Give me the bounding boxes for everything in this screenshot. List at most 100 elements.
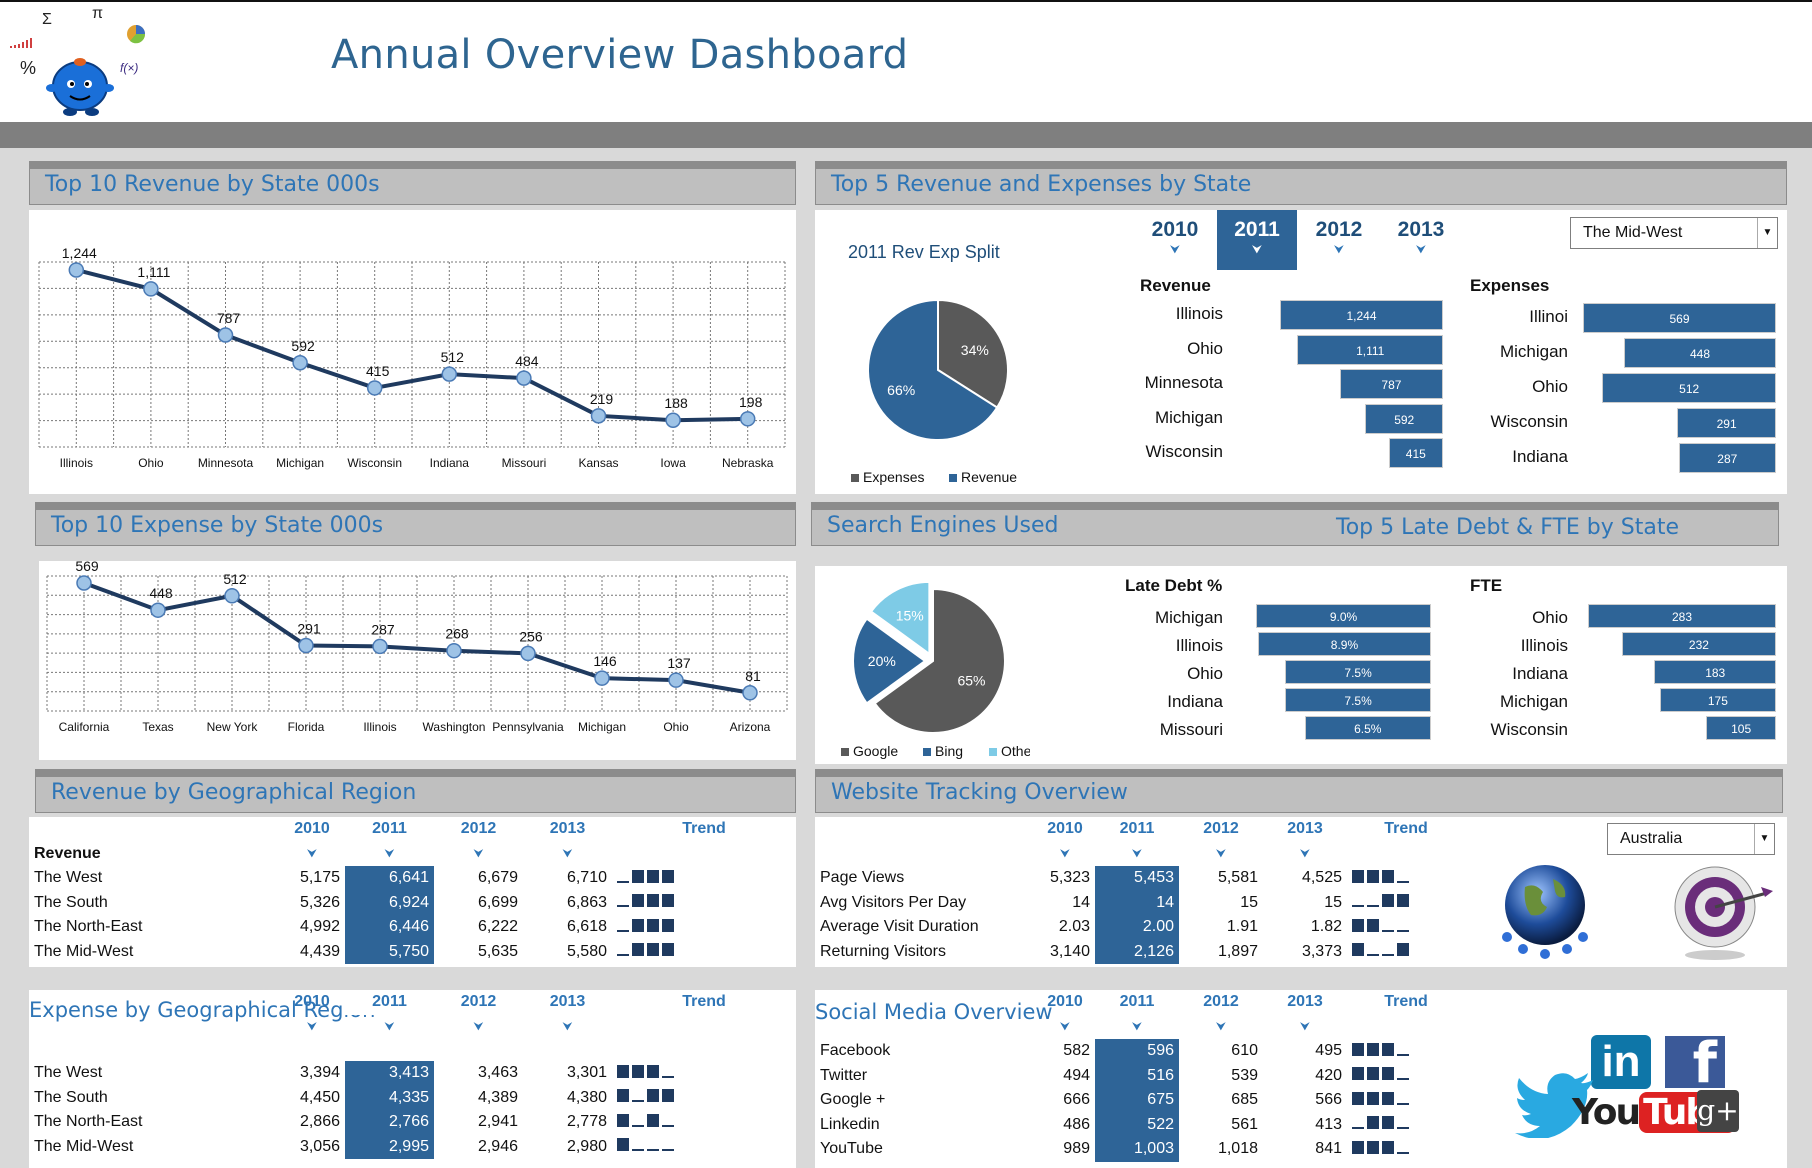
column-header[interactable]: 2012 — [460, 993, 497, 1011]
filter-arrow-icon[interactable]: ⮟ — [473, 1019, 484, 1034]
legend-item-bing: Bing — [923, 743, 963, 759]
chevron-down-icon[interactable]: ▼ — [1754, 824, 1774, 854]
bar-category-label: Ohio — [1532, 608, 1568, 627]
trend-cell — [1347, 915, 1465, 940]
column-header[interactable]: 2012 — [1203, 820, 1239, 838]
trend-cell — [1347, 1137, 1465, 1162]
value-cell: 14 — [1095, 890, 1179, 915]
bar: 1,244 — [1280, 300, 1443, 330]
filter-arrow-icon[interactable]: ⮟ — [1059, 846, 1071, 861]
expenses-subtitle: Expenses — [1470, 276, 1550, 295]
value-cell: 6,222 — [477, 918, 518, 936]
trend-cell — [612, 891, 796, 916]
series-line — [83, 581, 751, 695]
year-tab-2012[interactable]: 2012 ⮟ — [1299, 210, 1379, 270]
bar-category-label: Illinoi — [1529, 307, 1568, 326]
year-tab-2010[interactable]: 2010 ⮟ — [1135, 210, 1215, 270]
late-debt-heading: Top 5 Late Debt & FTE by State — [1336, 515, 1680, 540]
data-label: 268 — [445, 626, 469, 642]
value-cell: 15 — [1324, 893, 1342, 911]
pie-label: 66% — [887, 382, 915, 398]
chevron-down-icon[interactable]: ▼ — [1757, 218, 1777, 248]
column-header[interactable]: Trend — [682, 820, 726, 838]
value-cell: 4,992 — [299, 918, 340, 936]
header-band — [0, 122, 1812, 148]
column-header[interactable]: 2013 — [549, 993, 586, 1011]
column-header[interactable]: 2010 — [1047, 820, 1083, 838]
value-cell: 539 — [1231, 1066, 1258, 1084]
late-debt-subtitle: Late Debt % — [1125, 576, 1223, 595]
column-header[interactable]: 2011 — [1095, 990, 1179, 1015]
tick-label: Minnesota — [198, 456, 254, 470]
column-header[interactable]: 2011 — [1095, 817, 1179, 842]
column-header[interactable]: 2010 — [294, 993, 330, 1011]
row-label: The North-East — [34, 1113, 143, 1131]
legend-item-expenses: Expenses — [851, 469, 924, 485]
filter-arrow-icon[interactable]: ⮟ — [562, 1019, 573, 1034]
filter-arrow-icon: ⮟ — [1169, 242, 1181, 256]
filter-arrow-icon[interactable]: ⮟ — [306, 1019, 318, 1034]
filter-arrow-icon[interactable]: ⮟ — [562, 846, 573, 861]
bar: 6.5% — [1304, 716, 1431, 740]
filter-arrow-icon[interactable]: ⮟ — [1299, 846, 1311, 861]
filter-arrow-icon[interactable]: ⮟ — [1299, 1019, 1311, 1034]
column-header[interactable]: 2013 — [1287, 993, 1323, 1011]
value-cell: 2,766 — [345, 1110, 434, 1135]
column-header[interactable]: Trend — [682, 993, 726, 1011]
bar-category-label: Illinois — [1520, 636, 1568, 655]
value-cell: 2,778 — [566, 1113, 607, 1131]
value-cell: 3,301 — [566, 1064, 607, 1082]
filter-arrow-icon[interactable]: ⮟ — [1215, 1019, 1227, 1034]
bar-category-label: Michigan — [1499, 692, 1568, 711]
year-tab-2013[interactable]: 2013 ⮟ — [1381, 210, 1461, 270]
region-select[interactable]: The Mid-West ▼ — [1570, 217, 1778, 249]
table-header-row: 2010 2011 2012 2013 Trend — [815, 990, 1465, 1015]
legend-item-google: Google — [841, 743, 898, 759]
column-header[interactable]: Trend — [1384, 820, 1428, 838]
value-cell: 5,635 — [477, 942, 518, 960]
filter-arrow-icon[interactable]: ⮟ — [1131, 1019, 1143, 1034]
column-header[interactable]: 2010 — [1047, 993, 1083, 1011]
value-cell: 2,946 — [477, 1137, 518, 1155]
table-row: The South 5,326 6,924 6,699 6,863 — [29, 890, 796, 916]
column-header[interactable]: 2010 — [294, 820, 330, 838]
data-label: 256 — [519, 628, 543, 644]
filter-arrow-icon[interactable]: ⮟ — [384, 846, 395, 861]
pie-label: 65% — [957, 673, 985, 689]
section-cell — [815, 842, 1035, 867]
trend-cell — [1347, 1064, 1465, 1089]
section-cell — [815, 1015, 1035, 1040]
column-header[interactable]: Trend — [1384, 993, 1428, 1011]
value-cell: 675 — [1095, 1088, 1179, 1113]
column-header[interactable]: 2011 — [345, 990, 434, 1015]
website-panel: 2010 2011 2012 2013 Trend ⮟ ⮟ ⮟ ⮟ Page Views 5,323… — [815, 817, 1787, 967]
filter-arrow-icon[interactable]: ⮟ — [384, 1019, 395, 1034]
row-label: The North-East — [34, 918, 143, 936]
revenue-line-chart: 1,244 Illinois 1,111 Ohio 787 Minnesota 592 Mic… — [38, 245, 786, 470]
column-header[interactable]: 2012 — [460, 820, 497, 838]
expense-state-chart-panel: 569 California 448 Texas 512 New York 291 Flori… — [39, 558, 796, 760]
column-header[interactable]: 2013 — [1287, 820, 1323, 838]
value-cell: 4,335 — [345, 1085, 434, 1110]
data-label: 448 — [149, 585, 173, 601]
trend-sparkline — [1352, 869, 1409, 883]
data-point — [594, 670, 610, 686]
year-tab-2011[interactable]: 2011 ⮟ — [1217, 210, 1297, 270]
value-cell: 4,450 — [299, 1088, 340, 1106]
filter-arrow-icon[interactable]: ⮟ — [306, 846, 318, 861]
data-label: 137 — [667, 655, 691, 671]
filter-arrow-icon[interactable]: ⮟ — [1059, 1019, 1071, 1034]
column-header[interactable]: 2011 — [345, 817, 434, 842]
bar: 232 — [1621, 632, 1776, 656]
youtube-logo-you: You — [1572, 1092, 1641, 1133]
filter-arrow-icon[interactable]: ⮟ — [473, 846, 484, 861]
data-label: 219 — [590, 391, 614, 407]
trend-sparkline — [1352, 893, 1409, 908]
tick-label: New York — [207, 720, 259, 734]
column-header[interactable]: 2012 — [1203, 993, 1239, 1011]
value-cell: 3,394 — [299, 1064, 340, 1082]
filter-arrow-icon[interactable]: ⮟ — [1131, 846, 1143, 861]
filter-arrow-icon[interactable]: ⮟ — [1215, 846, 1227, 861]
column-header[interactable]: 2013 — [549, 820, 586, 838]
country-select[interactable]: Australia ▼ — [1607, 823, 1775, 855]
